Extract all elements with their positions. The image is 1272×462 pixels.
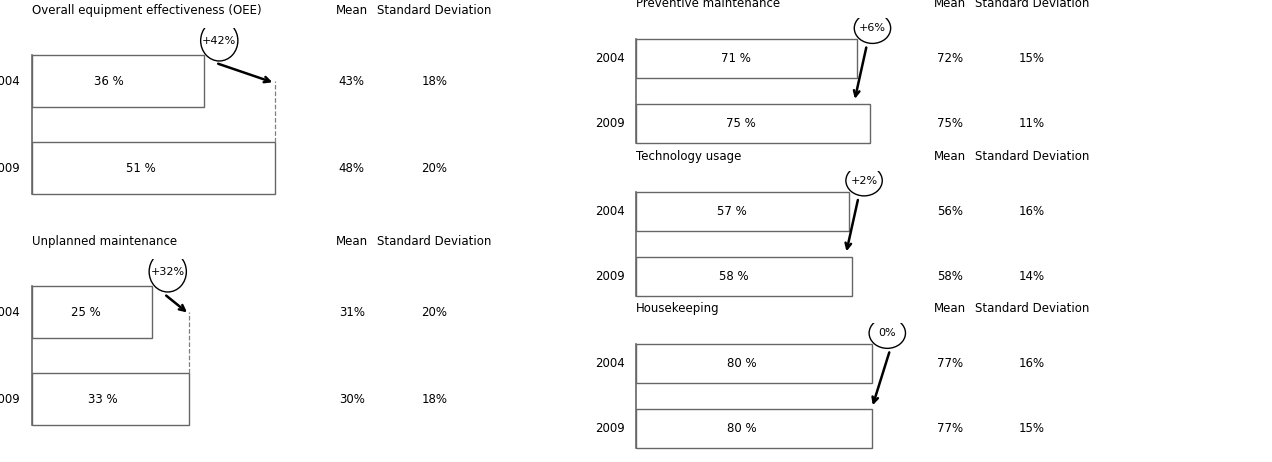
Text: 2009: 2009	[0, 393, 20, 406]
Text: 58%: 58%	[936, 270, 963, 283]
Text: 2004: 2004	[595, 357, 625, 370]
Text: 16%: 16%	[1019, 205, 1046, 218]
Text: Standard Deviation: Standard Deviation	[377, 4, 491, 17]
Text: +32%: +32%	[150, 267, 184, 277]
Text: 57 %: 57 %	[717, 205, 747, 218]
Text: 25 %: 25 %	[71, 306, 100, 319]
Ellipse shape	[855, 13, 890, 43]
Ellipse shape	[846, 165, 883, 196]
Text: 2009: 2009	[0, 162, 20, 175]
Text: 15%: 15%	[1019, 52, 1046, 65]
Text: 56%: 56%	[936, 205, 963, 218]
Bar	[32, 142, 275, 194]
Text: Standard Deviation: Standard Deviation	[974, 0, 1089, 10]
Text: Standard Deviation: Standard Deviation	[974, 150, 1089, 163]
Text: Overall equipment effectiveness (OEE): Overall equipment effectiveness (OEE)	[32, 4, 262, 17]
Text: 16%: 16%	[1019, 357, 1046, 370]
Text: 0%: 0%	[879, 328, 895, 338]
Text: 18%: 18%	[421, 393, 448, 406]
Text: Mean: Mean	[934, 0, 965, 10]
Text: +42%: +42%	[202, 36, 237, 46]
Text: Mean: Mean	[336, 4, 368, 17]
Text: 2009: 2009	[595, 270, 625, 283]
Text: 75%: 75%	[936, 117, 963, 130]
Ellipse shape	[869, 318, 906, 348]
Ellipse shape	[201, 20, 238, 61]
Text: 30%: 30%	[338, 393, 365, 406]
Text: 75 %: 75 %	[726, 117, 756, 130]
Text: 15%: 15%	[1019, 422, 1046, 435]
Text: 71 %: 71 %	[720, 52, 750, 65]
Bar	[32, 55, 204, 107]
Bar	[32, 373, 190, 425]
Text: 20%: 20%	[421, 162, 448, 175]
Bar	[636, 344, 871, 383]
Text: Standard Deviation: Standard Deviation	[377, 235, 491, 248]
Ellipse shape	[149, 251, 187, 292]
Text: 58 %: 58 %	[719, 270, 748, 283]
Bar	[636, 409, 871, 448]
Text: 48%: 48%	[338, 162, 365, 175]
Bar	[32, 286, 153, 338]
Text: 33 %: 33 %	[88, 393, 117, 406]
Text: 11%: 11%	[1019, 117, 1046, 130]
Text: 72%: 72%	[936, 52, 963, 65]
Text: 2004: 2004	[595, 205, 625, 218]
Text: Preventive maintenance: Preventive maintenance	[636, 0, 780, 10]
Text: 20%: 20%	[421, 306, 448, 319]
Text: Mean: Mean	[336, 235, 368, 248]
Text: 80 %: 80 %	[728, 357, 757, 370]
Text: 77%: 77%	[936, 357, 963, 370]
Text: 2004: 2004	[0, 75, 20, 88]
Text: +6%: +6%	[859, 23, 887, 33]
Text: Mean: Mean	[934, 302, 965, 315]
Bar	[636, 192, 848, 231]
Text: 2009: 2009	[595, 117, 625, 130]
Text: 14%: 14%	[1019, 270, 1046, 283]
Text: 2004: 2004	[595, 52, 625, 65]
Text: Technology usage: Technology usage	[636, 150, 742, 163]
Bar	[636, 257, 852, 296]
Text: +2%: +2%	[851, 176, 878, 186]
Text: Standard Deviation: Standard Deviation	[974, 302, 1089, 315]
Text: Housekeeping: Housekeeping	[636, 302, 720, 315]
Text: 31%: 31%	[338, 306, 365, 319]
Text: 51 %: 51 %	[126, 162, 156, 175]
Text: 18%: 18%	[421, 75, 448, 88]
Text: 80 %: 80 %	[728, 422, 757, 435]
Bar	[636, 39, 857, 78]
Bar	[636, 104, 870, 143]
Text: Unplanned maintenance: Unplanned maintenance	[32, 235, 177, 248]
Text: Mean: Mean	[934, 150, 965, 163]
Text: 43%: 43%	[338, 75, 365, 88]
Text: 2009: 2009	[595, 422, 625, 435]
Text: 77%: 77%	[936, 422, 963, 435]
Text: 2004: 2004	[0, 306, 20, 319]
Text: 36 %: 36 %	[94, 75, 123, 88]
